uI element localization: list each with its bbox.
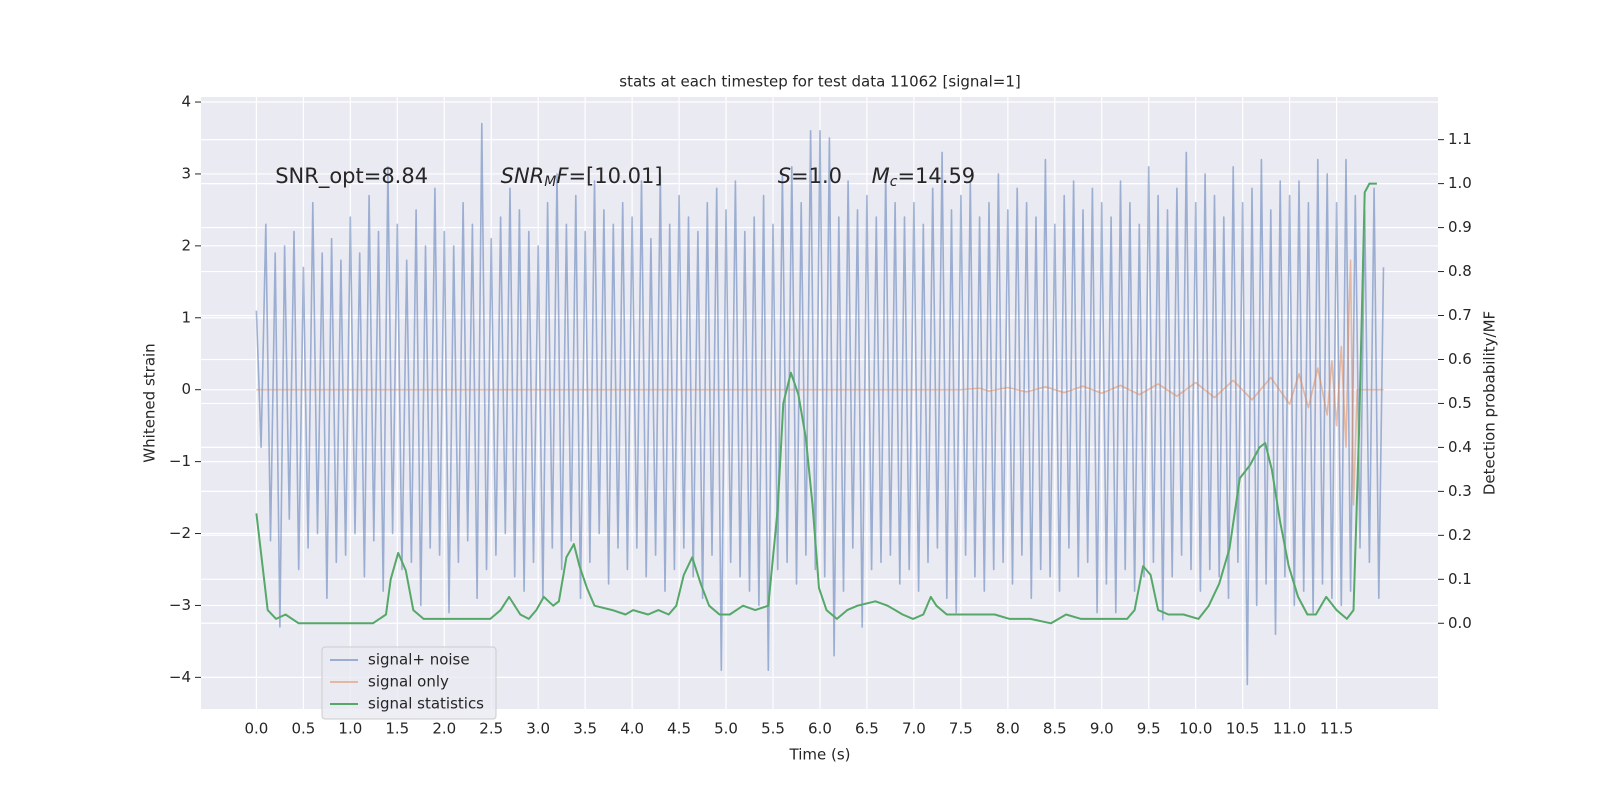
y2-tick-label: 0.0 bbox=[1448, 614, 1472, 632]
y2-tick-label: 0.8 bbox=[1448, 262, 1472, 280]
y-tick-label: −1 bbox=[169, 452, 191, 470]
legend: signal+ noise signal only signal statistic… bbox=[321, 646, 497, 720]
annotation-part: c bbox=[890, 174, 898, 190]
series-line bbox=[255, 122, 1385, 686]
x-tick-label: 7.0 bbox=[902, 720, 926, 738]
x-tick-label: 1.5 bbox=[385, 720, 409, 738]
y-tick-label: 3 bbox=[181, 164, 191, 182]
x-tick-label: 10.0 bbox=[1179, 720, 1212, 738]
annotation-part: SNR bbox=[501, 164, 545, 188]
legend-box bbox=[321, 646, 497, 720]
y2-tick-label: 0.5 bbox=[1448, 394, 1472, 412]
x-tick-label: 9.5 bbox=[1137, 720, 1161, 738]
annotation: SNR_opt=8.84 bbox=[275, 164, 428, 189]
chart-title: stats at each timestep for test data 110… bbox=[619, 73, 1020, 91]
y2-tick-label: 0.9 bbox=[1448, 218, 1472, 236]
x-tick-label: 6.0 bbox=[808, 720, 832, 738]
x-tick-label: 6.5 bbox=[855, 720, 879, 738]
y-tick-label: −4 bbox=[169, 668, 191, 686]
annotation-part: SNR_opt=8.84 bbox=[275, 164, 428, 189]
x-tick-label: 10.5 bbox=[1226, 720, 1259, 738]
y2-tick-label: 0.7 bbox=[1448, 306, 1472, 324]
legend-label: signal only bbox=[368, 673, 449, 691]
y2-axis-label: Detection probability/MF bbox=[1481, 311, 1499, 495]
x-tick-label: 4.0 bbox=[620, 720, 644, 738]
y-tick-label: −3 bbox=[169, 596, 191, 614]
series-line bbox=[255, 182, 1377, 625]
x-tick-label: 4.5 bbox=[667, 720, 691, 738]
legend-label: signal+ noise bbox=[368, 651, 470, 669]
annotation-part: =1.0 bbox=[791, 164, 842, 188]
annotation-part: M bbox=[544, 174, 556, 190]
annotation-part: S bbox=[778, 164, 791, 188]
x-tick-label: 2.5 bbox=[479, 720, 503, 738]
x-tick-label: 5.5 bbox=[761, 720, 785, 738]
y2-tick-label: 1.1 bbox=[1448, 130, 1472, 148]
x-tick-label: 1.0 bbox=[338, 720, 362, 738]
y2-tick-label: 1.0 bbox=[1448, 174, 1472, 192]
x-tick-label: 11.0 bbox=[1273, 720, 1306, 738]
y-axis-label: Whitened strain bbox=[141, 343, 159, 462]
y2-tick-label: 0.3 bbox=[1448, 482, 1472, 500]
x-tick-label: 7.5 bbox=[949, 720, 973, 738]
x-tick-label: 8.0 bbox=[996, 720, 1020, 738]
series-line bbox=[256, 259, 1384, 506]
y-tick-label: 2 bbox=[181, 236, 191, 254]
y-tick-label: −2 bbox=[169, 524, 191, 542]
x-tick-label: 2.0 bbox=[432, 720, 456, 738]
annotation-part: =14.59 bbox=[897, 164, 975, 188]
x-tick-label: 5.0 bbox=[714, 720, 738, 738]
legend-label: signal statistics bbox=[368, 695, 484, 713]
x-tick-label: 9.0 bbox=[1090, 720, 1114, 738]
annotation: S=1.0 bbox=[778, 164, 842, 188]
x-axis-label: Time (s) bbox=[789, 746, 851, 764]
y2-tick-label: 0.4 bbox=[1448, 438, 1472, 456]
y2-tick-label: 0.6 bbox=[1448, 350, 1472, 368]
x-tick-label: 0.5 bbox=[291, 720, 315, 738]
x-tick-label: 3.0 bbox=[526, 720, 550, 738]
y2-tick-label: 0.1 bbox=[1448, 570, 1472, 588]
annotation-part: M bbox=[872, 164, 890, 188]
x-tick-label: 3.5 bbox=[573, 720, 597, 738]
annotation: Mc=14.59 bbox=[872, 164, 976, 190]
x-tick-label: 0.0 bbox=[244, 720, 268, 738]
annotation-part: =[10.01] bbox=[568, 164, 662, 188]
y2-tick-label: 0.2 bbox=[1448, 526, 1472, 544]
annotation-part: F bbox=[556, 164, 569, 188]
y-tick-label: 4 bbox=[181, 93, 191, 111]
x-tick-label: 11.5 bbox=[1320, 720, 1353, 738]
y-tick-label: 1 bbox=[181, 308, 191, 326]
y-tick-label: 0 bbox=[181, 380, 191, 398]
annotation: SNRMF=[10.01] bbox=[501, 164, 663, 190]
plot-area bbox=[255, 122, 1385, 686]
x-tick-label: 8.5 bbox=[1043, 720, 1067, 738]
